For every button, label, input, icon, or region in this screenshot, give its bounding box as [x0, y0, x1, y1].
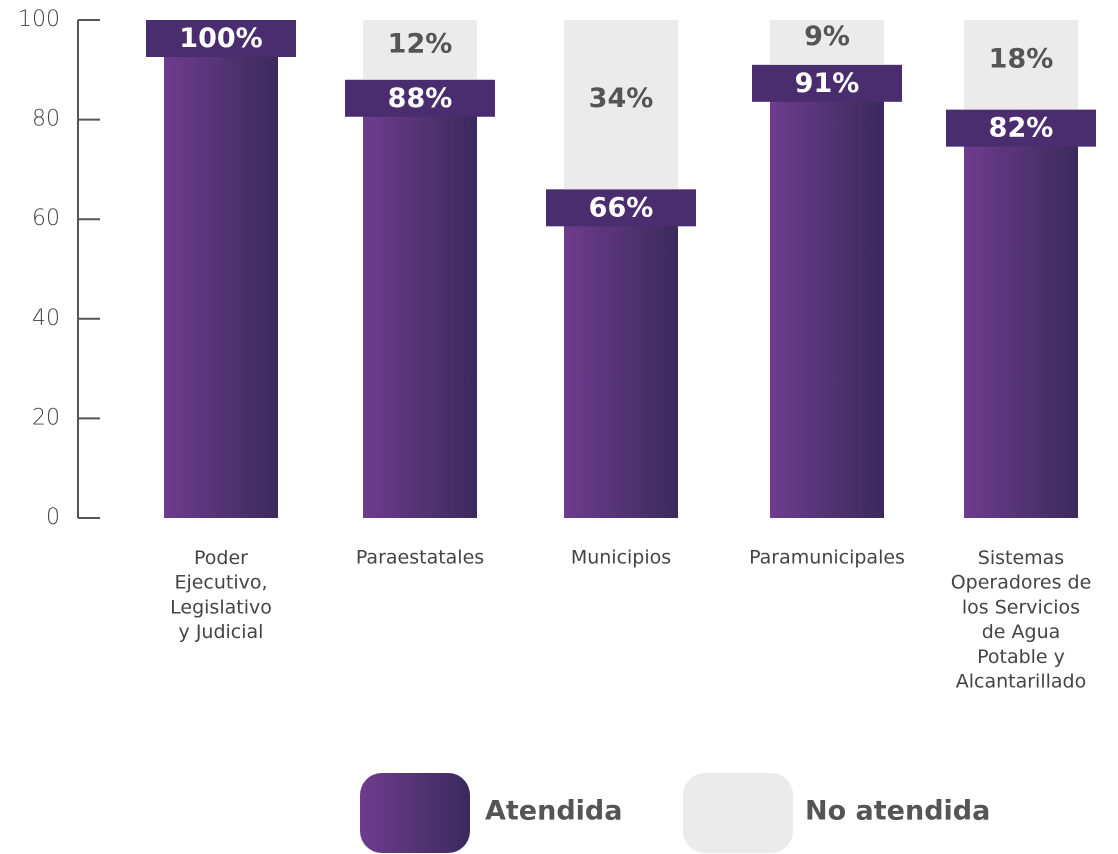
bar-segment — [770, 20, 884, 65]
label-box — [345, 79, 495, 117]
legend-swatch — [683, 773, 793, 853]
value-label: 100% — [179, 23, 262, 54]
y-tick-label: 80 — [32, 107, 60, 132]
x-tick-label: Sistemas Operadores de los Servicios de Agu… — [951, 547, 1092, 693]
legend-swatch — [360, 773, 470, 853]
bar-segment — [964, 20, 1078, 110]
value-label: 91% — [795, 68, 860, 99]
y-tick-label: 20 — [32, 405, 60, 430]
bar-segment — [964, 109, 1078, 518]
label-box — [546, 189, 696, 227]
value-label: 82% — [989, 113, 1054, 144]
bar-segment — [363, 20, 477, 80]
label-box — [146, 20, 296, 57]
label-box — [946, 109, 1096, 147]
legend-label: No atendida — [805, 796, 990, 827]
bar-segment — [164, 20, 278, 518]
y-tick-label: 40 — [32, 306, 60, 331]
y-tick-label: 60 — [32, 206, 60, 231]
value-label: 9% — [804, 21, 850, 52]
x-tick-label: Municipios — [571, 547, 671, 569]
legend-label: Atendida — [485, 796, 622, 827]
value-label: 88% — [388, 83, 453, 114]
bar-segment — [363, 79, 477, 518]
y-tick-label: 0 — [46, 505, 60, 530]
y-tick-label: 100 — [18, 7, 60, 32]
value-label: 18% — [989, 43, 1054, 74]
bar-segment — [564, 189, 678, 518]
value-label: 12% — [388, 28, 453, 59]
label-box — [752, 64, 902, 102]
bar-segment — [770, 64, 884, 518]
bar-segment — [564, 20, 678, 190]
x-tick-label: Paramunicipales — [749, 547, 905, 569]
x-tick-label: Paraestatales — [356, 547, 484, 569]
value-label: 66% — [589, 192, 654, 223]
value-label: 34% — [589, 83, 654, 114]
x-tick-label: Poder Ejecutivo, Legislativo y Judicial — [170, 547, 272, 643]
